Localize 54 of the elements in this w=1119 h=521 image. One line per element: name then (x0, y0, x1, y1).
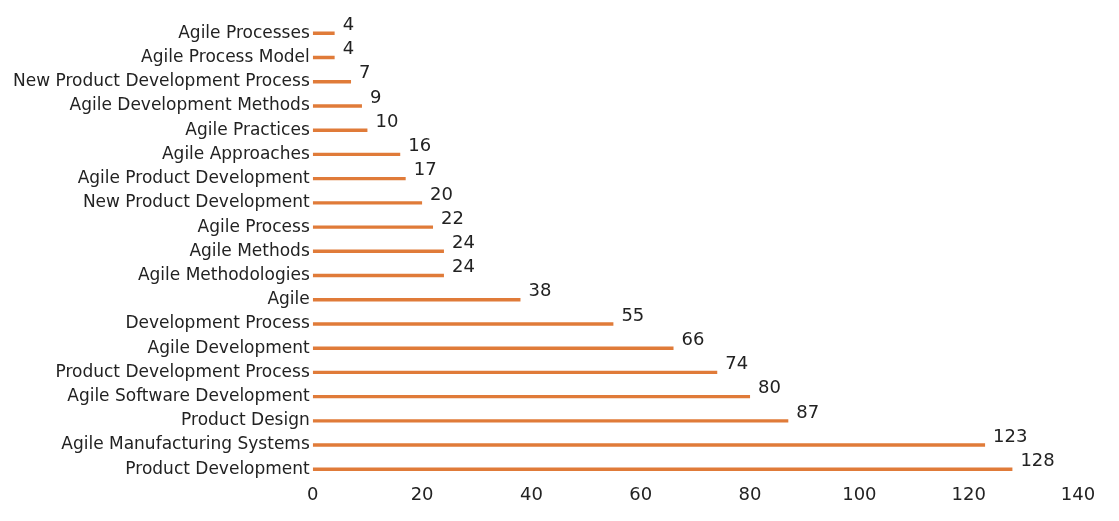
y-tick-label: Agile Development Methods (69, 94, 310, 115)
y-tick-label: Agile Processes (178, 21, 310, 42)
data-label: 74 (725, 352, 749, 374)
x-tick-label: 80 (738, 482, 762, 504)
data-label: 24 (451, 230, 475, 252)
data-label: 10 (375, 109, 399, 131)
bar (312, 443, 986, 447)
data-label: 123 (993, 424, 1028, 446)
data-label: 87 (796, 400, 820, 422)
bar (312, 128, 368, 132)
data-label: 4 (342, 12, 355, 34)
data-label: 9 (369, 85, 382, 107)
data-label: 38 (528, 279, 552, 301)
y-tick-label: Agile Process (197, 215, 310, 236)
y-tick-label: Product Development (125, 457, 311, 478)
data-label: 22 (441, 206, 464, 228)
y-tick-label: Agile Manufacturing Systems (61, 433, 310, 454)
data-label: 128 (1020, 448, 1055, 470)
data-label: 16 (408, 134, 432, 156)
y-tick-label: Agile (267, 288, 310, 309)
y-tick-label: Agile Process Model (141, 45, 310, 66)
x-tick-label: 140 (1060, 482, 1096, 504)
bar (312, 104, 362, 108)
bar (312, 322, 614, 326)
y-tick-label: New Product Development Process (12, 70, 310, 91)
data-label: 55 (621, 303, 645, 325)
y-tick-label: Agile Software Development (67, 385, 311, 406)
x-tick-label: 40 (519, 482, 543, 504)
bar (312, 346, 674, 350)
y-tick-label: Agile Practices (185, 118, 310, 139)
x-tick-label: 0 (307, 482, 319, 504)
bar (312, 201, 423, 205)
data-label: 24 (451, 255, 475, 277)
y-tick-label: Agile Approaches (161, 142, 310, 163)
x-tick-label: 20 (410, 482, 434, 504)
data-label: 4 (342, 37, 355, 59)
data-label: 66 (681, 327, 705, 349)
bar (312, 225, 434, 229)
y-tick-label: Agile Methodologies (137, 263, 310, 284)
data-label: 20 (430, 182, 453, 204)
y-tick-label: Agile Product Development (77, 167, 311, 188)
y-tick-label: Agile Development (147, 336, 311, 357)
y-tick-label: Product Development Process (55, 360, 310, 381)
data-label: 7 (359, 61, 371, 83)
x-tick-label: 100 (842, 482, 877, 504)
x-tick-label: 120 (951, 482, 986, 504)
bar (312, 419, 789, 423)
y-tick-label: New Product Development (82, 191, 311, 212)
x-tick-label: 60 (629, 482, 653, 504)
y-tick-label: Agile Methods (189, 239, 310, 260)
y-tick-label: Product Design (181, 409, 310, 430)
data-label: 17 (413, 158, 437, 180)
data-label: 80 (758, 376, 781, 398)
y-tick-label: Development Process (125, 312, 310, 333)
